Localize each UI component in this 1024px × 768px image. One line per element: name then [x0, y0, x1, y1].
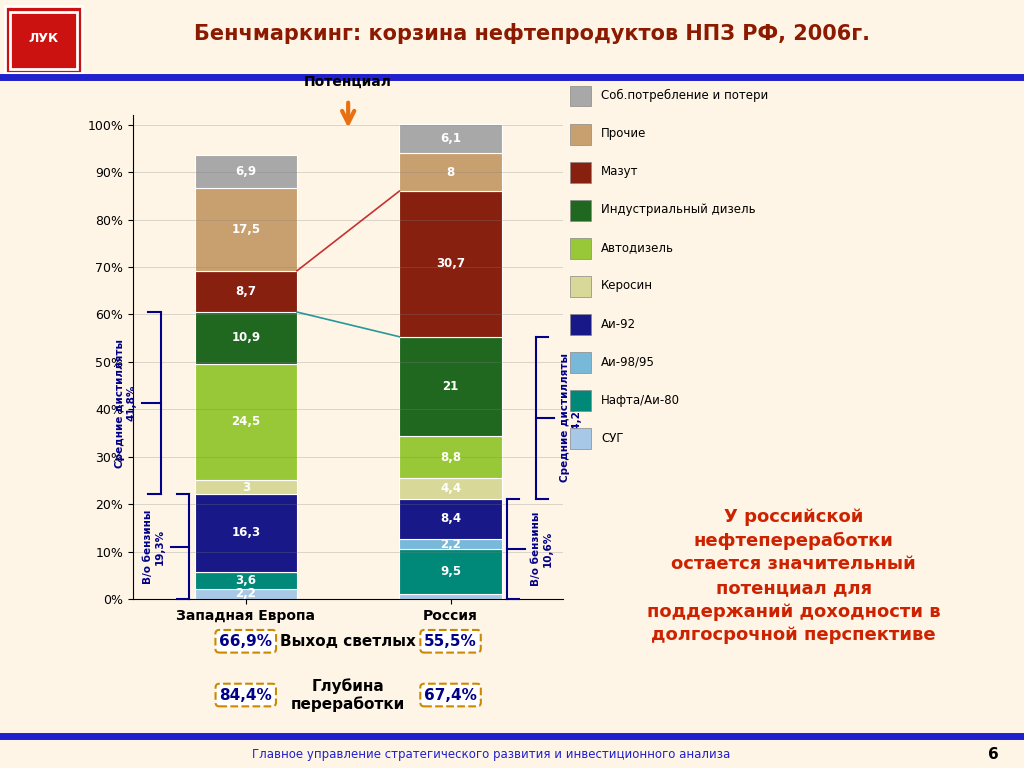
Bar: [399, 594, 502, 599]
Text: В/о бензины
19,3%: В/о бензины 19,3%: [143, 509, 165, 584]
Text: Потенциал: Потенциал: [304, 74, 392, 88]
Text: 3,6: 3,6: [236, 574, 256, 587]
Bar: [195, 312, 297, 364]
Text: 55,5%: 55,5%: [424, 634, 477, 649]
Bar: [195, 588, 297, 599]
Text: Соб.потребление и потери: Соб.потребление и потери: [601, 89, 768, 102]
FancyBboxPatch shape: [570, 124, 591, 144]
Text: Мазут: Мазут: [601, 165, 639, 178]
FancyBboxPatch shape: [570, 428, 591, 449]
FancyBboxPatch shape: [570, 200, 591, 220]
Text: 6,9: 6,9: [236, 165, 256, 178]
Text: 3: 3: [242, 481, 250, 494]
Bar: [399, 539, 502, 549]
Text: 67,4%: 67,4%: [424, 687, 477, 703]
FancyBboxPatch shape: [570, 161, 591, 183]
Text: Прочие: Прочие: [601, 127, 646, 141]
Bar: [399, 124, 502, 153]
Text: 2,2: 2,2: [236, 588, 256, 601]
Bar: [399, 549, 502, 594]
Text: 16,3: 16,3: [231, 526, 260, 539]
Text: 8,4: 8,4: [440, 512, 461, 525]
Bar: [195, 571, 297, 588]
Text: 8,7: 8,7: [236, 285, 256, 298]
Text: 30,7: 30,7: [436, 257, 465, 270]
Bar: [195, 480, 297, 495]
Bar: [399, 336, 502, 436]
Text: 4,4: 4,4: [440, 482, 461, 495]
Text: 17,5: 17,5: [231, 223, 260, 236]
Bar: [399, 499, 502, 539]
Text: 66,9%: 66,9%: [219, 634, 272, 649]
Bar: [399, 191, 502, 336]
Bar: [399, 153, 502, 191]
Text: 9,5: 9,5: [440, 565, 461, 578]
Text: Бенчмаркинг: корзина нефтепродуктов НПЗ РФ, 2006г.: Бенчмаркинг: корзина нефтепродуктов НПЗ …: [195, 23, 870, 45]
Text: СУГ: СУГ: [601, 432, 624, 445]
Bar: [195, 364, 297, 480]
FancyBboxPatch shape: [570, 352, 591, 372]
Text: Керосин: Керосин: [601, 280, 653, 293]
Text: 6: 6: [988, 747, 998, 763]
Text: Автодизель: Автодизель: [601, 241, 674, 254]
Text: В/о бензины
10,6%: В/о бензины 10,6%: [531, 511, 553, 586]
Bar: [195, 188, 297, 271]
FancyBboxPatch shape: [570, 85, 591, 107]
FancyBboxPatch shape: [5, 6, 82, 73]
Text: Глубина
переработки: Глубина переработки: [291, 678, 406, 712]
Text: 10,9: 10,9: [231, 332, 260, 344]
Text: Главное управление стратегического развития и инвестиционного анализа: Главное управление стратегического разви…: [252, 748, 731, 761]
Bar: [195, 155, 297, 188]
Text: Индустриальный дизель: Индустриальный дизель: [601, 204, 756, 217]
Text: 21: 21: [442, 380, 459, 393]
Text: 84,4%: 84,4%: [219, 687, 272, 703]
Text: 24,5: 24,5: [231, 415, 260, 429]
FancyBboxPatch shape: [570, 276, 591, 296]
Text: 8: 8: [446, 166, 455, 179]
Text: Средние дистилляты
34,2%: Средние дистилляты 34,2%: [560, 353, 582, 482]
Text: ЛУК: ЛУК: [29, 32, 58, 45]
Bar: [195, 495, 297, 571]
Bar: [195, 271, 297, 312]
Text: Нафта/Аи-80: Нафта/Аи-80: [601, 393, 680, 406]
Text: 8,8: 8,8: [440, 451, 461, 464]
Text: 6,1: 6,1: [440, 132, 461, 145]
Text: Аи-92: Аи-92: [601, 317, 636, 330]
Text: 2,2: 2,2: [440, 538, 461, 551]
Bar: [399, 436, 502, 478]
Text: У российской
нефтепереработки
остается значительный
потенциал для
поддержаний до: У российской нефтепереработки остается з…: [647, 508, 940, 644]
Text: Средние дистилляты
41,8%: Средние дистилляты 41,8%: [115, 339, 136, 468]
Text: Выход светлых: Выход светлых: [281, 634, 416, 649]
Bar: [399, 478, 502, 499]
Text: Аи-98/95: Аи-98/95: [601, 356, 655, 369]
FancyBboxPatch shape: [570, 237, 591, 259]
FancyBboxPatch shape: [570, 390, 591, 411]
FancyBboxPatch shape: [570, 314, 591, 335]
